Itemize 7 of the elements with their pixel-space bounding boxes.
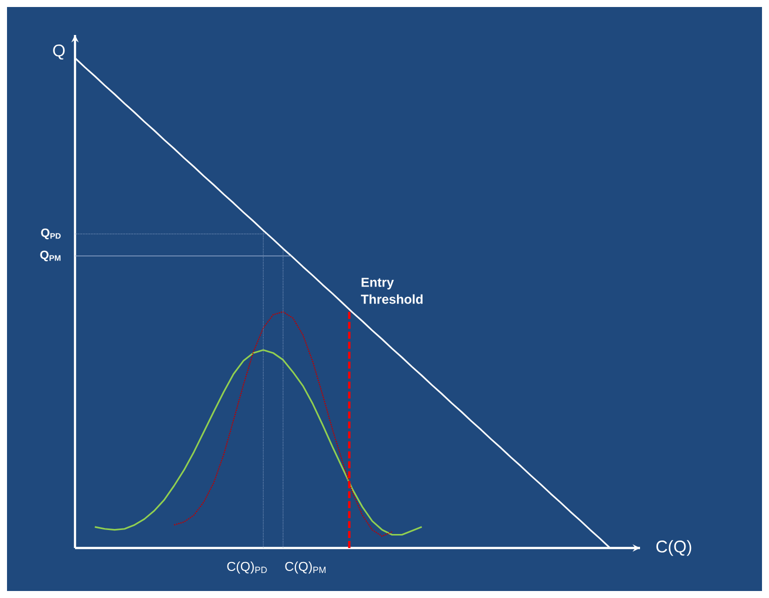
text: C(Q)$_{PD}$ (227, 562, 267, 574)
ref-line-label: Q$_{PM}$ (40, 250, 60, 262)
y-axis-title: Q (53, 44, 65, 60)
annotation: Entry Threshold (360, 278, 423, 304)
x-axis-title: C(Q) (656, 540, 692, 556)
text: C(Q)$_{PM}$ (285, 562, 326, 574)
ref-line-label: Q$_{PD}$ (41, 228, 61, 240)
